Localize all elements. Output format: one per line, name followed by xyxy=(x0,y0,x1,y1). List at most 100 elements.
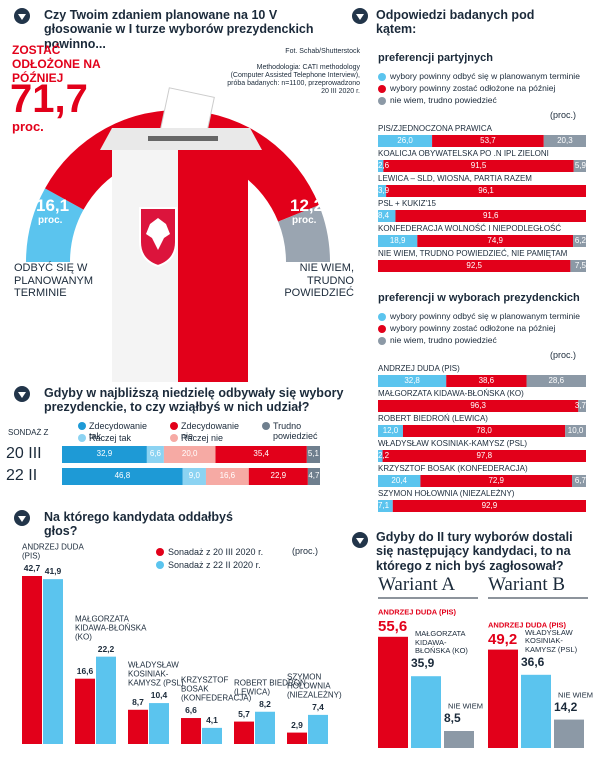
category-label: WŁADYSŁAW KOSINIAK-KAMYSZ (PSL) xyxy=(378,439,528,448)
legend-swatch xyxy=(156,561,164,569)
value-label: 10,4 xyxy=(150,690,168,701)
value-label: 26,0 xyxy=(397,136,413,145)
bar xyxy=(22,576,42,744)
legend-swatch xyxy=(78,434,86,442)
value-label: 38,6 xyxy=(478,376,495,385)
value-label: 22,9 xyxy=(270,471,287,480)
legend-swatch xyxy=(378,313,386,321)
category-label: NIE WIEM, TRUDNO POWIEDZIEĆ xyxy=(284,262,354,300)
bar-segment xyxy=(62,468,183,485)
value-label: 91,6 xyxy=(482,211,499,220)
value-label: 5,1 xyxy=(307,449,319,458)
unit-label: (proc.) xyxy=(292,546,319,556)
bar xyxy=(287,732,307,744)
category-label: WŁADYSŁAW KOSINIAK-KAMYSZ (PSL) xyxy=(525,627,578,655)
value-label: 96,1 xyxy=(478,186,494,195)
variant-title: Wariant B xyxy=(488,574,566,595)
category-label: ANDRZEJ DUDA (PIS) xyxy=(378,364,460,373)
value-label: 2,2 xyxy=(378,451,390,460)
bar-segment xyxy=(526,375,586,387)
bar-segment xyxy=(62,446,147,463)
bar-segment xyxy=(215,446,307,463)
value-label: 5,9 xyxy=(574,161,586,170)
box-slot xyxy=(148,136,218,141)
category-label: ZOSTAĆ ODŁOŻONE NA PÓŹNIEJ xyxy=(12,43,101,85)
category-label: KRZYSZTOF BOSAK (KONFEDERACJA) xyxy=(181,675,252,703)
value-label: 32,8 xyxy=(404,376,420,385)
category-label: ODBYĆ SIĘ W PLANOWANYM TERMINIE xyxy=(14,262,94,300)
bar-segment xyxy=(378,135,433,147)
category-label: KONFEDERACJA WOLNOŚĆ I NIEPODLEGŁOŚĆ xyxy=(378,224,562,233)
value-label: 7,5 xyxy=(574,261,586,270)
unit-label: proc. xyxy=(38,214,63,226)
bar-segment xyxy=(432,135,544,147)
legend-label: Sonadaż z 20 III 2020 r. xyxy=(168,547,264,557)
value-label: 35,4 xyxy=(253,449,269,458)
category-label: ROBERT BIEDROŃ (LEWICA) xyxy=(234,678,306,697)
chart-title: Gdyby do II tury wyborów dostali się nas… xyxy=(376,530,573,573)
bar-segment xyxy=(578,400,586,412)
chart-title: Gdyby w najbliższą niedzielę odbywały si… xyxy=(44,386,344,415)
bar-segment xyxy=(383,160,574,172)
category-label: ANDRZEJ DUDA (PIS) xyxy=(488,619,567,629)
value-label: 12,0 xyxy=(382,426,399,435)
value-label: 53,7 xyxy=(480,136,496,145)
icon-arrow xyxy=(18,392,26,398)
value-label: 46,8 xyxy=(114,471,131,480)
category-label: PSL + KUKIZ'15 xyxy=(378,199,436,208)
legend-swatch xyxy=(378,85,386,93)
value-label: 16,6 xyxy=(219,471,236,480)
bar-segment xyxy=(446,375,527,387)
value-label: 49,2 xyxy=(488,630,518,648)
icon-arrow xyxy=(356,538,364,544)
bar-segment xyxy=(378,475,421,487)
legend-label: wybory powinny zostać odłożone na późnie… xyxy=(390,323,556,333)
value-label: 20,0 xyxy=(181,449,198,458)
unit-label: (proc.) xyxy=(550,350,577,360)
bar-segment xyxy=(378,160,384,172)
eagle xyxy=(146,218,170,250)
bar-segment xyxy=(572,475,586,487)
axis-label: SONDAŻ Z xyxy=(8,428,49,437)
bar-segment xyxy=(378,210,396,222)
value-label: 74,9 xyxy=(487,236,503,245)
value-label: 78,0 xyxy=(476,426,492,435)
category-label: SZYMON HOŁOWNIA (NIEZALEŻNY) xyxy=(287,672,342,700)
value-label: 42,7 xyxy=(23,563,41,573)
value-label: 28,6 xyxy=(548,376,565,385)
photo-credit: Fot. Schab/Shutterstock xyxy=(285,48,360,55)
ballot-box xyxy=(100,87,262,382)
category-label: MAŁGORZATA KIDAWA-BŁOŃSKA (KO) xyxy=(378,389,524,398)
bar-segment xyxy=(182,468,206,485)
box-red xyxy=(178,150,248,382)
value-label: 2,9 xyxy=(291,719,303,730)
value-label: 10,0 xyxy=(567,426,584,435)
value-label: 55,6 xyxy=(378,617,408,635)
value-label: 14,2 xyxy=(554,699,578,714)
legend-label: nie wiem, trudno powiedzieć xyxy=(390,95,497,105)
bar-segment xyxy=(570,260,586,272)
legend-swatch xyxy=(378,337,386,345)
value-label: 92,9 xyxy=(481,501,498,510)
legend-label: wybory powinny odbyć się w planowanym te… xyxy=(390,311,580,321)
bar xyxy=(521,674,551,748)
bar xyxy=(75,678,95,744)
gauge-segment xyxy=(26,188,84,262)
bar-segment xyxy=(378,450,383,462)
category-label: WŁADYSŁAW KOSINIAK-KAMYSZ (PSL) xyxy=(128,660,184,688)
category-label: ROBERT BIEDROŃ (LEWICA) xyxy=(378,414,488,423)
value-label: 3,9 xyxy=(378,186,390,195)
icon-arrow xyxy=(18,516,26,522)
category-label: 22 II xyxy=(6,467,38,484)
variant-title: Wariant A xyxy=(378,574,456,595)
value-label: 41,9 xyxy=(44,566,62,577)
bar xyxy=(128,709,148,744)
legend-label: wybory powinny zostać odłożone na późnie… xyxy=(390,83,556,93)
legend-swatch xyxy=(170,434,178,442)
bar xyxy=(488,649,518,748)
bar-segment xyxy=(378,235,418,247)
bar-segment xyxy=(378,500,393,512)
bar-segment xyxy=(417,235,574,247)
value-label: 91,5 xyxy=(470,161,487,170)
